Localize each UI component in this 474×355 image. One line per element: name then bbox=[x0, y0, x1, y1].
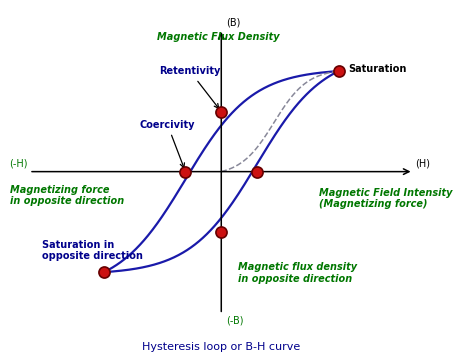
Text: Magnetic Field Intensity
(Magnetizing force): Magnetic Field Intensity (Magnetizing fo… bbox=[319, 188, 453, 209]
Text: Saturation: Saturation bbox=[348, 65, 407, 75]
Text: Magnetic flux density
in opposite direction: Magnetic flux density in opposite direct… bbox=[237, 262, 356, 284]
Text: Hysteresis loop or B-H curve: Hysteresis loop or B-H curve bbox=[142, 342, 301, 352]
Text: Saturation in
opposite direction: Saturation in opposite direction bbox=[42, 240, 143, 261]
Text: (-H): (-H) bbox=[9, 158, 27, 168]
Text: Retentivity: Retentivity bbox=[159, 66, 221, 108]
Text: (H): (H) bbox=[415, 158, 430, 168]
Text: Coercivity: Coercivity bbox=[140, 120, 195, 168]
Text: Magnetic Flux Density: Magnetic Flux Density bbox=[157, 32, 279, 42]
Text: Magnetizing force
in opposite direction: Magnetizing force in opposite direction bbox=[9, 185, 124, 206]
Text: (B): (B) bbox=[226, 17, 240, 27]
Text: (-B): (-B) bbox=[226, 316, 244, 326]
